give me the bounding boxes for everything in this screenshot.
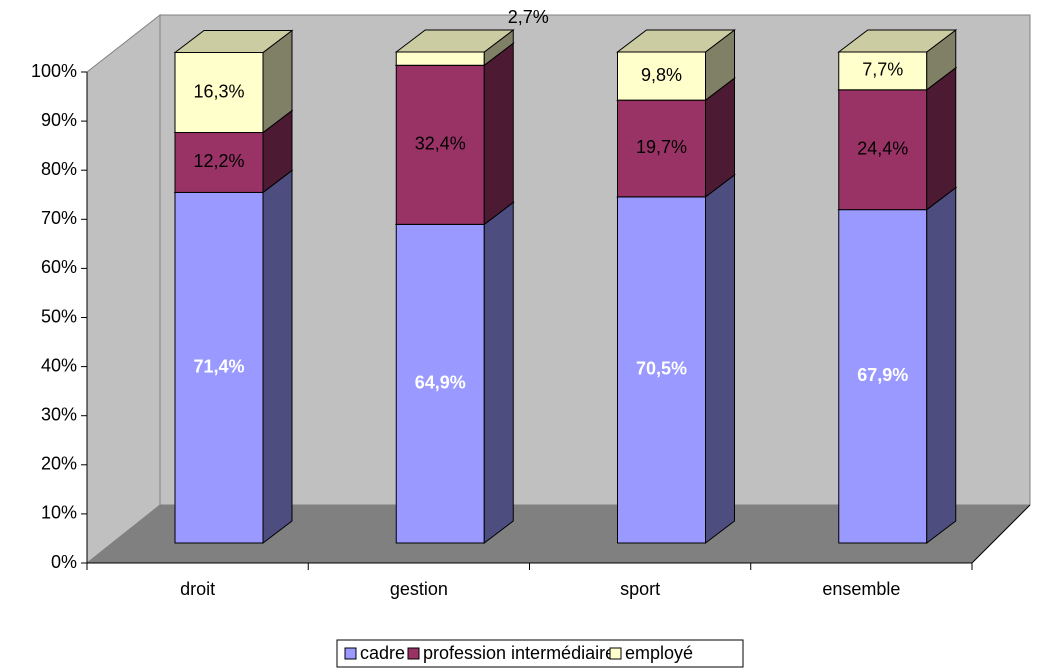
y-tick-label: 60%	[41, 257, 77, 277]
y-tick-label: 30%	[41, 404, 77, 424]
legend-swatch	[609, 647, 622, 660]
bar-front	[174, 132, 264, 193]
y-tick-label: 50%	[41, 306, 77, 326]
legend-swatch	[344, 647, 357, 660]
bar-front	[838, 51, 928, 91]
data-label: 64,9%	[415, 372, 466, 392]
y-tick-label: 100%	[31, 61, 77, 81]
x-tick-label: ensemble	[822, 579, 900, 599]
data-label: 24,4%	[857, 138, 908, 158]
bar-side	[262, 169, 293, 545]
bar-front	[395, 64, 485, 225]
data-label: 32,4%	[415, 134, 466, 154]
legend-label: employé	[625, 643, 693, 663]
bar-front	[838, 209, 928, 544]
legend	[336, 639, 744, 668]
x-tick-label: droit	[180, 579, 215, 599]
bar-top	[394, 29, 515, 53]
legend-label: cadre	[360, 643, 405, 663]
x-tick-label: sport	[620, 579, 660, 599]
data-label: 2,7%	[508, 7, 549, 27]
legend-swatch	[407, 647, 420, 660]
y-tick-label: 80%	[41, 159, 77, 179]
bar-side	[926, 66, 957, 211]
data-label: 12,2%	[193, 151, 244, 171]
data-label: 19,7%	[636, 137, 687, 157]
y-tick-label: 20%	[41, 454, 77, 474]
y-tick-label: 40%	[41, 355, 77, 375]
floor	[87, 505, 1030, 563]
bar-top	[837, 29, 958, 53]
data-label: 16,3%	[193, 81, 244, 101]
bar-front	[395, 223, 485, 544]
data-label: 9,8%	[641, 65, 682, 85]
bar-front	[174, 51, 264, 134]
bar-side	[483, 201, 514, 545]
bar-top	[616, 29, 736, 53]
y-tick-label: 0%	[51, 552, 77, 572]
y-tick-label: 70%	[41, 208, 77, 228]
data-label: 71,4%	[193, 356, 244, 376]
bar-side	[926, 186, 957, 545]
bar-front	[617, 51, 706, 101]
y-tick-label: 10%	[41, 503, 77, 523]
floor-edge	[971, 504, 1031, 564]
bar-side	[483, 42, 514, 226]
bar-front	[174, 191, 264, 544]
data-label: 7,7%	[862, 60, 903, 80]
bar-top	[173, 29, 294, 53]
x-tick-label: gestion	[390, 579, 448, 599]
data-label: 67,9%	[857, 365, 908, 385]
data-label: 70,5%	[636, 359, 687, 379]
y-tick-label: 90%	[41, 110, 77, 130]
bar-front	[617, 196, 706, 544]
legend-label: profession intermédiaire	[423, 643, 615, 663]
bar-front	[395, 51, 485, 66]
bar-side	[705, 173, 735, 545]
side-wall	[86, 13, 161, 565]
